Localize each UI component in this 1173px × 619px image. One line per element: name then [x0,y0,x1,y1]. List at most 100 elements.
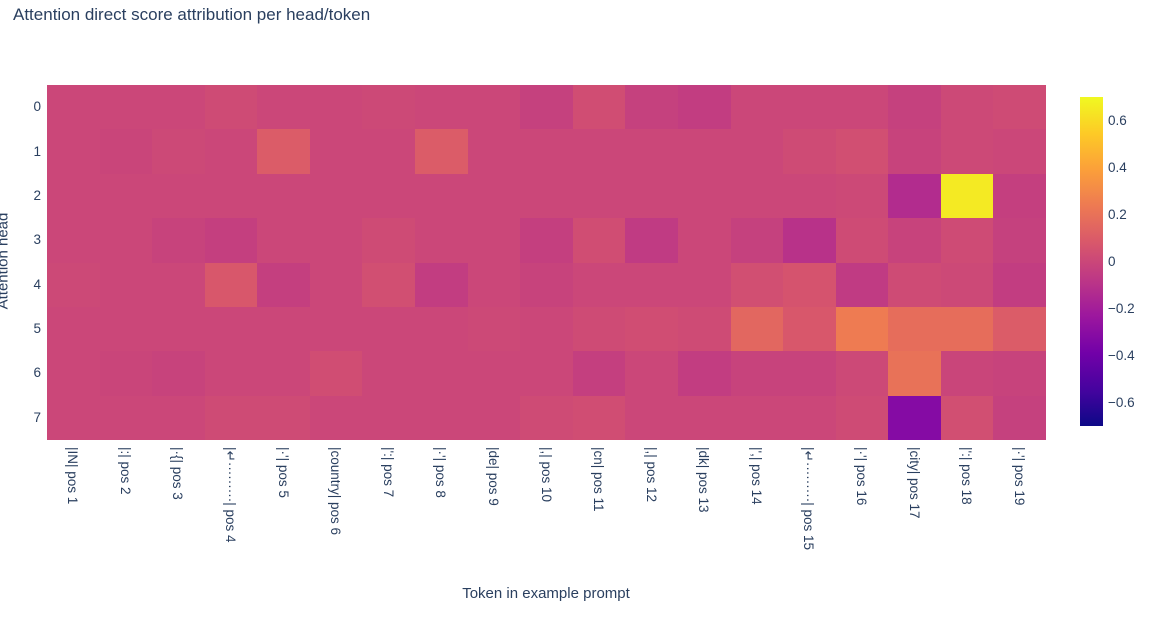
heatmap-cell[interactable] [888,173,941,219]
heatmap-cell[interactable] [783,173,836,219]
heatmap-cell[interactable] [625,306,678,352]
heatmap-cell[interactable] [520,85,573,130]
heatmap-cell[interactable] [99,262,153,307]
heatmap-cell[interactable] [204,218,258,263]
heatmap-cell[interactable] [415,262,468,307]
heatmap-cell[interactable] [888,218,941,263]
heatmap-cell[interactable] [783,262,836,307]
heatmap-cell[interactable] [940,173,994,219]
heatmap-cell[interactable] [467,395,521,440]
heatmap-cell[interactable] [257,395,310,440]
heatmap-cell[interactable] [940,262,994,307]
heatmap-cell[interactable] [309,85,363,130]
heatmap-cell[interactable] [47,351,100,396]
heatmap-cell[interactable] [993,218,1046,263]
heatmap-cell[interactable] [47,306,100,352]
heatmap-cell[interactable] [309,351,363,396]
heatmap-cell[interactable] [625,395,678,440]
heatmap-cell[interactable] [835,129,889,174]
heatmap-cell[interactable] [309,395,363,440]
heatmap-cell[interactable] [625,351,678,396]
heatmap-cell[interactable] [309,129,363,174]
heatmap-cell[interactable] [520,351,573,396]
heatmap-cell[interactable] [152,85,205,130]
heatmap-cell[interactable] [257,85,310,130]
heatmap-cell[interactable] [362,306,416,352]
heatmap-cell[interactable] [47,262,100,307]
heatmap-cell[interactable] [257,351,310,396]
heatmap-cell[interactable] [888,85,941,130]
heatmap-cell[interactable] [940,395,994,440]
heatmap-cell[interactable] [99,351,153,396]
heatmap-cell[interactable] [677,351,731,396]
heatmap-cell[interactable] [99,218,153,263]
heatmap-cell[interactable] [362,395,416,440]
heatmap-cell[interactable] [835,85,889,130]
heatmap-cell[interactable] [362,85,416,130]
heatmap-cell[interactable] [99,129,153,174]
heatmap-cell[interactable] [677,129,731,174]
heatmap-cell[interactable] [204,262,258,307]
heatmap-cell[interactable] [204,395,258,440]
heatmap-cell[interactable] [309,173,363,219]
heatmap-cell[interactable] [835,173,889,219]
heatmap-cell[interactable] [730,85,784,130]
heatmap-cell[interactable] [467,262,521,307]
heatmap-cell[interactable] [152,306,205,352]
heatmap-cell[interactable] [730,218,784,263]
heatmap-cell[interactable] [783,351,836,396]
heatmap-cell[interactable] [677,218,731,263]
heatmap-cell[interactable] [362,129,416,174]
heatmap-cell[interactable] [257,306,310,352]
heatmap-cell[interactable] [204,351,258,396]
heatmap-cell[interactable] [99,85,153,130]
heatmap-cell[interactable] [362,262,416,307]
heatmap-cell[interactable] [415,351,468,396]
heatmap-cell[interactable] [625,262,678,307]
heatmap-cell[interactable] [257,262,310,307]
heatmap-cell[interactable] [888,262,941,307]
heatmap-cell[interactable] [993,85,1046,130]
heatmap-cell[interactable] [415,85,468,130]
heatmap-cell[interactable] [730,351,784,396]
heatmap-cell[interactable] [783,85,836,130]
heatmap-cell[interactable] [520,129,573,174]
heatmap-cell[interactable] [204,173,258,219]
heatmap-cell[interactable] [309,262,363,307]
heatmap-cell[interactable] [625,218,678,263]
heatmap-cell[interactable] [572,306,626,352]
heatmap-cell[interactable] [309,218,363,263]
heatmap-cell[interactable] [99,306,153,352]
heatmap-cell[interactable] [993,262,1046,307]
heatmap-cell[interactable] [152,218,205,263]
heatmap-cell[interactable] [47,218,100,263]
heatmap-cell[interactable] [99,173,153,219]
heatmap-cell[interactable] [415,218,468,263]
heatmap-cell[interactable] [677,85,731,130]
heatmap-cell[interactable] [362,351,416,396]
heatmap-cell[interactable] [47,129,100,174]
heatmap-cell[interactable] [152,351,205,396]
heatmap-cell[interactable] [467,129,521,174]
heatmap-cell[interactable] [783,218,836,263]
heatmap-cell[interactable] [625,129,678,174]
heatmap-cell[interactable] [993,351,1046,396]
heatmap-cell[interactable] [204,129,258,174]
heatmap-cell[interactable] [835,306,889,352]
heatmap-cell[interactable] [257,173,310,219]
heatmap-cell[interactable] [362,218,416,263]
heatmap-cell[interactable] [625,85,678,130]
heatmap-cell[interactable] [677,173,731,219]
heatmap-cell[interactable] [152,395,205,440]
heatmap-cell[interactable] [47,173,100,219]
heatmap-cell[interactable] [625,173,678,219]
heatmap-cell[interactable] [572,173,626,219]
heatmap-cell[interactable] [783,395,836,440]
heatmap-cell[interactable] [940,85,994,130]
heatmap-cell[interactable] [99,395,153,440]
heatmap-cell[interactable] [572,262,626,307]
heatmap-cell[interactable] [572,351,626,396]
heatmap-plot-area[interactable] [47,85,1046,440]
heatmap-cell[interactable] [415,306,468,352]
heatmap-cell[interactable] [467,85,521,130]
